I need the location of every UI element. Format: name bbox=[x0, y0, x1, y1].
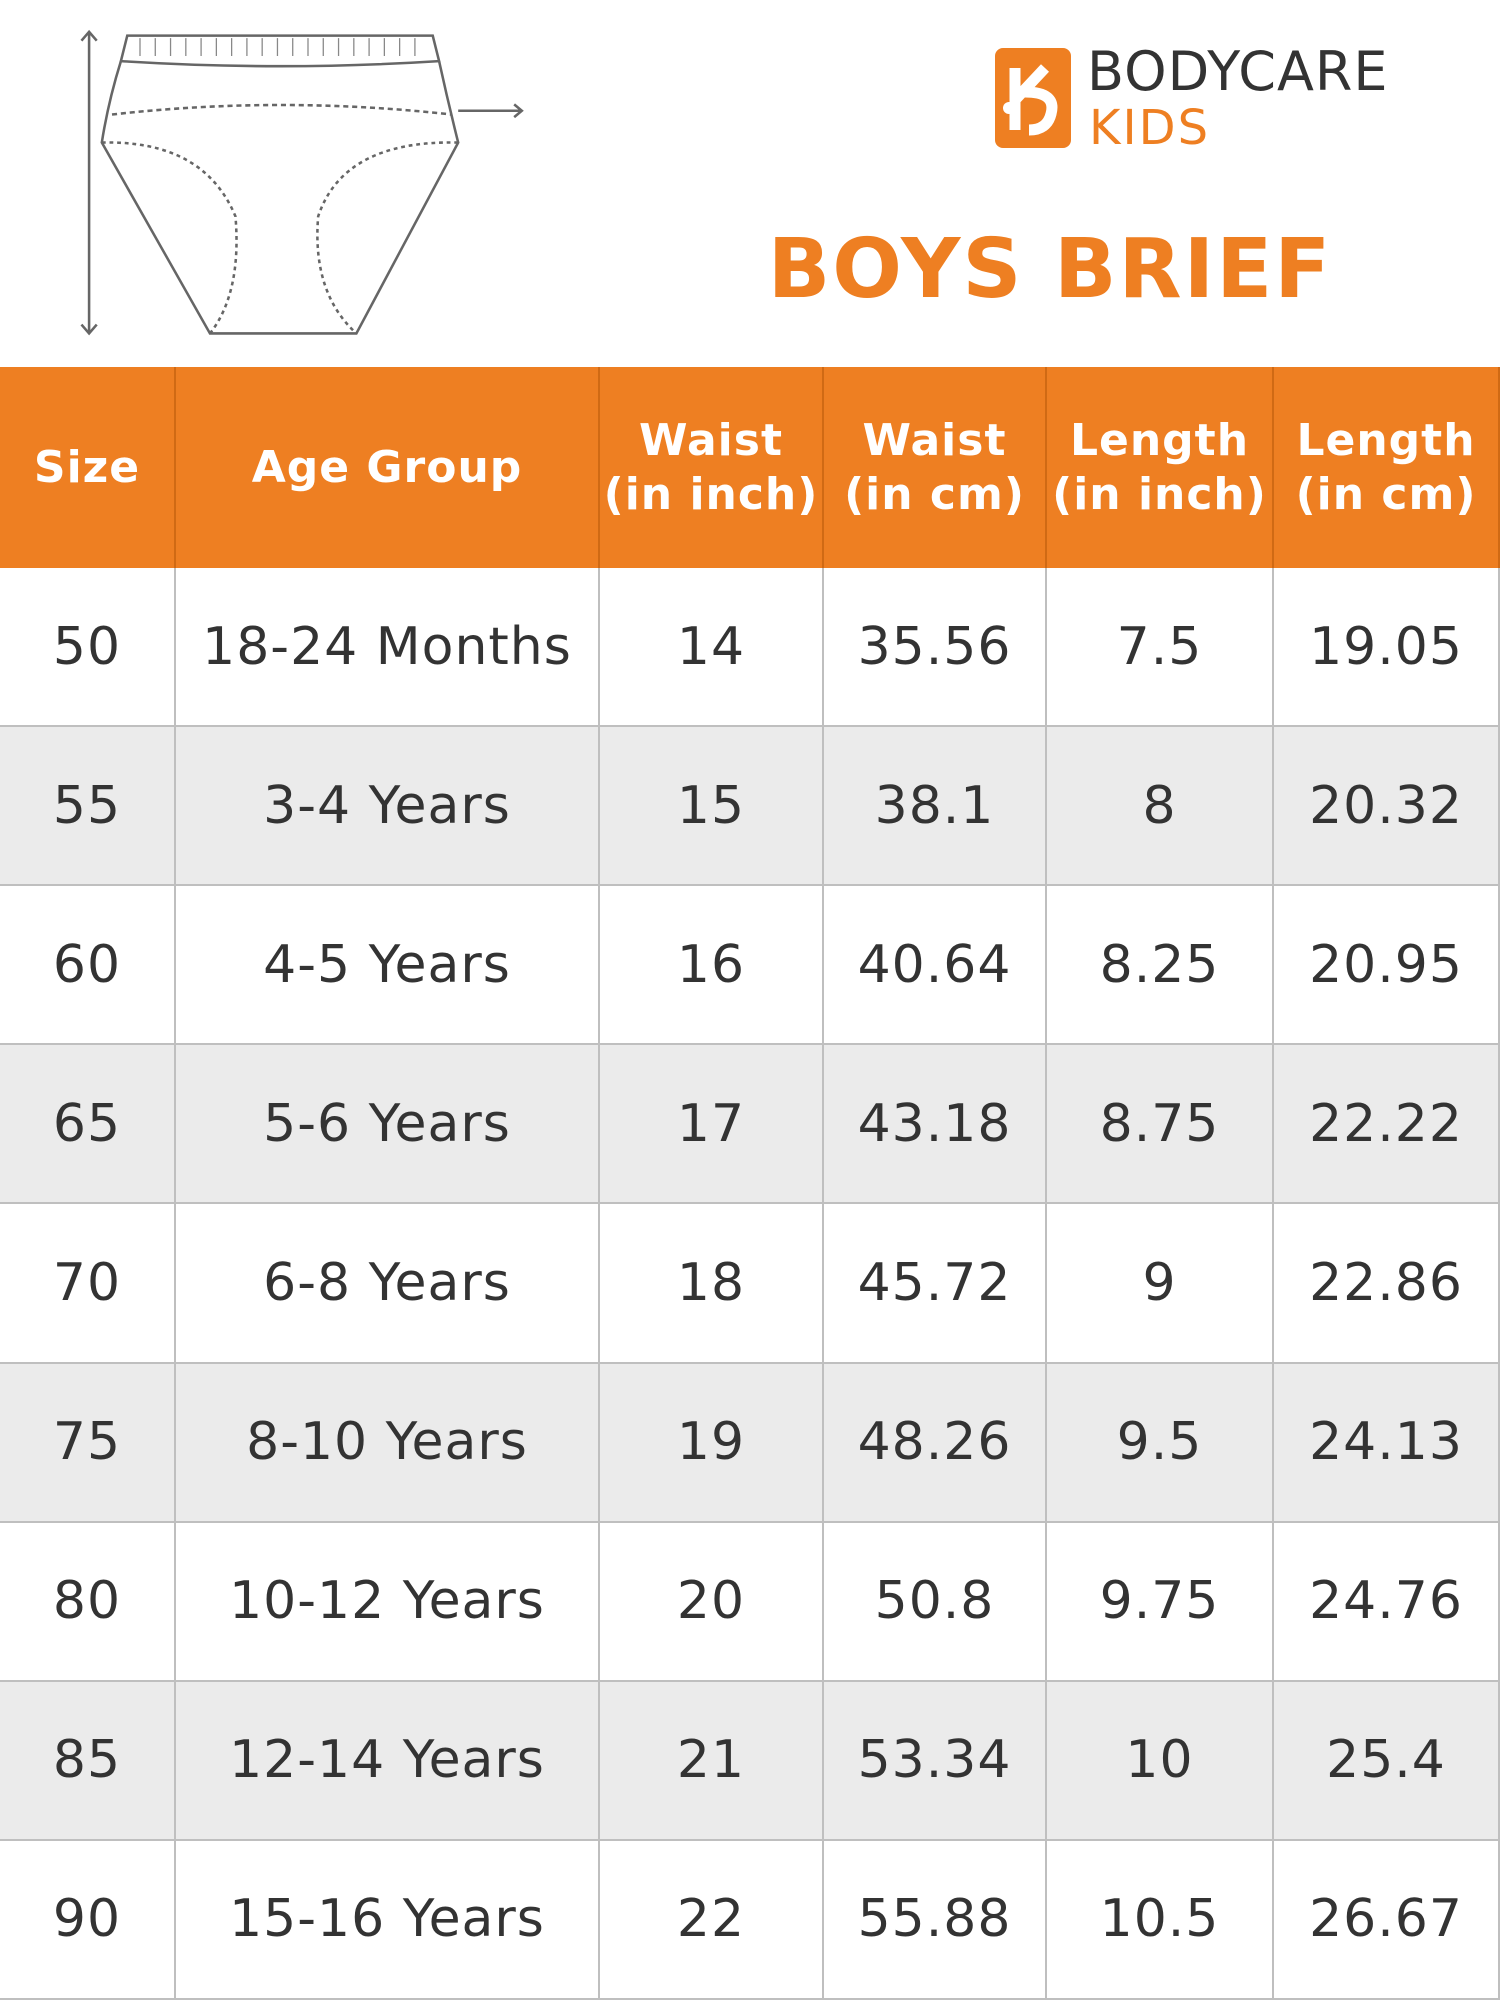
table-cell: 25.4 bbox=[1274, 1681, 1500, 1841]
header-cell: Size bbox=[0, 367, 176, 568]
table-cell: 6-8 Years bbox=[176, 1204, 600, 1364]
table-cell: 18-24 Months bbox=[176, 568, 600, 728]
table-cell: 26.67 bbox=[1274, 1840, 1500, 2000]
table-cell: 60 bbox=[0, 886, 176, 1046]
table-cell: 20.32 bbox=[1274, 727, 1500, 887]
table-cell: 53.34 bbox=[824, 1681, 1047, 1841]
table-cell: 20 bbox=[600, 1522, 824, 1682]
table-cell: 4-5 Years bbox=[176, 886, 600, 1046]
table-cell: 80 bbox=[0, 1522, 176, 1682]
table-cell: 16 bbox=[600, 886, 824, 1046]
table-cell: 8 bbox=[1047, 727, 1274, 887]
table-cell: 22.22 bbox=[1274, 1045, 1500, 1205]
header-text: (in inch) bbox=[603, 468, 819, 520]
table-cell: 48.26 bbox=[824, 1363, 1047, 1523]
table-cell: 38.1 bbox=[824, 727, 1047, 887]
sub-brand: KIDS bbox=[1089, 100, 1211, 156]
header-text: Length bbox=[1296, 414, 1476, 466]
table-cell: 5-6 Years bbox=[176, 1045, 600, 1205]
table-cell: 10.5 bbox=[1047, 1840, 1274, 2000]
table-cell: 55 bbox=[0, 727, 176, 887]
table-cell: 9 bbox=[1047, 1204, 1274, 1364]
table-cell: 22 bbox=[600, 1840, 824, 2000]
table-cell: 55.88 bbox=[824, 1840, 1047, 2000]
table-cell: 10-12 Years bbox=[176, 1522, 600, 1682]
header-text: Size bbox=[33, 441, 141, 493]
size-table: Size Age Group Waist (in inch) Waist (in cm) L… bbox=[0, 367, 1500, 2000]
table-cell: 19 bbox=[600, 1363, 824, 1523]
table-cell: 9.75 bbox=[1047, 1522, 1274, 1682]
table-cell: 17 bbox=[600, 1045, 824, 1205]
table-cell: 8-10 Years bbox=[176, 1363, 600, 1523]
table-cell: 43.18 bbox=[824, 1045, 1047, 1205]
table-cell: 22.86 bbox=[1274, 1204, 1500, 1364]
table-cell: 85 bbox=[0, 1681, 176, 1841]
table-cell: 90 bbox=[0, 1840, 176, 2000]
table-cell: 50 bbox=[0, 568, 176, 728]
title: BOYS BRIEF bbox=[767, 222, 1333, 317]
table-cell: 24.76 bbox=[1274, 1522, 1500, 1682]
table-cell: 14 bbox=[600, 568, 824, 728]
table-cell: 12-14 Years bbox=[176, 1681, 600, 1841]
table-cell: 10 bbox=[1047, 1681, 1274, 1841]
header-cell: Waist (in cm) bbox=[824, 367, 1047, 568]
table-cell: 35.56 bbox=[824, 568, 1047, 728]
table-cell: 40.64 bbox=[824, 886, 1047, 1046]
header-cell: Length (in inch) bbox=[1047, 367, 1274, 568]
brand-logo bbox=[995, 48, 1071, 148]
table-cell: 70 bbox=[0, 1204, 176, 1364]
table-cell: 24.13 bbox=[1274, 1363, 1500, 1523]
table-cell: 21 bbox=[600, 1681, 824, 1841]
table-cell: 20.95 bbox=[1274, 886, 1500, 1046]
brief-diagram bbox=[80, 29, 524, 336]
table-cell: 65 bbox=[0, 1045, 176, 1205]
table-cell: 8.25 bbox=[1047, 886, 1274, 1046]
header-text: (in cm) bbox=[844, 468, 1025, 520]
header-cell: Waist (in inch) bbox=[600, 367, 824, 568]
header-text: Age Group bbox=[251, 441, 523, 493]
header-text: (in inch) bbox=[1052, 468, 1267, 520]
table-cell: 8.75 bbox=[1047, 1045, 1274, 1205]
table-cell: 18 bbox=[600, 1204, 824, 1364]
table-cell: 45.72 bbox=[824, 1204, 1047, 1364]
header-text: Waist bbox=[639, 414, 783, 466]
table-cell: 50.8 bbox=[824, 1522, 1047, 1682]
table-cell: 15-16 Years bbox=[176, 1840, 600, 2000]
table-cell: 7.5 bbox=[1047, 568, 1274, 728]
header-cell: Age Group bbox=[176, 367, 600, 568]
table-cell: 9.5 bbox=[1047, 1363, 1274, 1523]
table-cell: 75 bbox=[0, 1363, 176, 1523]
table-cell: 3-4 Years bbox=[176, 727, 600, 887]
table-cell: 19.05 bbox=[1274, 568, 1500, 728]
brand-name: BODYCARE bbox=[1087, 40, 1389, 103]
header-text: Waist bbox=[862, 414, 1007, 466]
header-cell: Length (in cm) bbox=[1274, 367, 1500, 568]
header-text: (in cm) bbox=[1295, 468, 1477, 520]
header-text: Length bbox=[1069, 414, 1250, 466]
table-cell: 15 bbox=[600, 727, 824, 887]
